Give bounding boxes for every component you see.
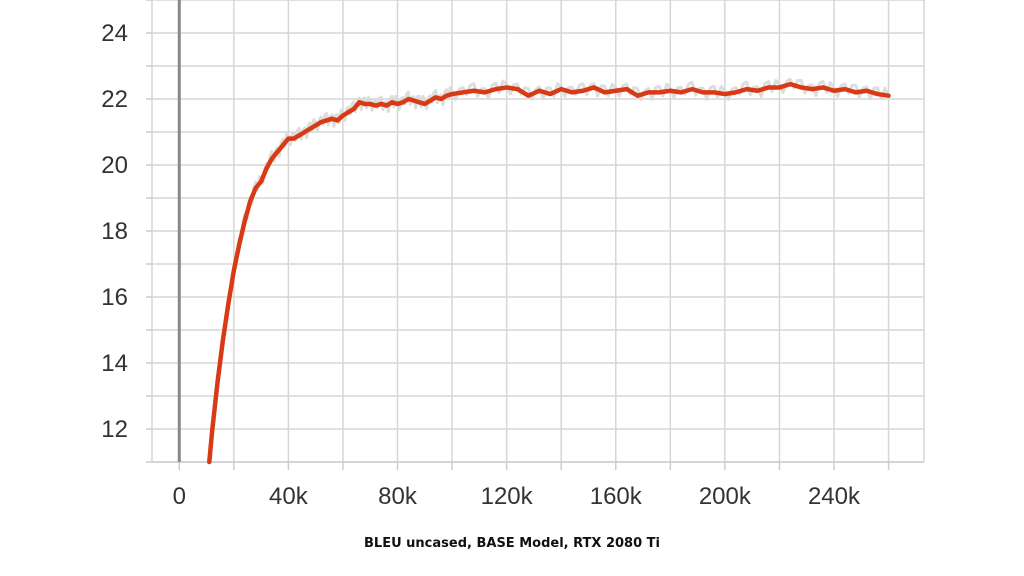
y-tick-label: 12 — [101, 416, 128, 443]
chart-caption: BLEU uncased, BASE Model, RTX 2080 Ti — [364, 536, 660, 551]
series-lines — [207, 77, 891, 465]
bleu-line-chart: 12 14 16 18 20 22 24 0 40k 80k 120k 160k 200k 240k — [101, 0, 925, 510]
axis-tick-marks — [146, 0, 890, 470]
y-tick-label: 20 — [101, 152, 128, 179]
x-tick-label: 80k — [378, 483, 418, 510]
y-tick-label: 24 — [101, 20, 128, 47]
x-tick-labels: 0 40k 80k 120k 160k 200k 240k — [173, 483, 861, 510]
y-tick-label: 14 — [101, 350, 128, 377]
x-tick-label: 200k — [699, 483, 752, 510]
x-tick-label: 120k — [481, 483, 534, 510]
horizontal-gridlines — [152, 0, 924, 463]
y-tick-label: 16 — [101, 284, 128, 311]
x-tick-label: 0 — [173, 483, 186, 510]
x-tick-label: 160k — [590, 483, 643, 510]
x-tick-label: 40k — [269, 483, 309, 510]
y-tick-label: 22 — [101, 86, 128, 113]
raw-series-line — [208, 77, 890, 461]
y-tick-label: 18 — [101, 218, 128, 245]
smoothed-series-line — [207, 81, 891, 465]
y-tick-labels: 12 14 16 18 20 22 24 — [101, 20, 128, 443]
x-tick-label: 240k — [808, 483, 861, 510]
